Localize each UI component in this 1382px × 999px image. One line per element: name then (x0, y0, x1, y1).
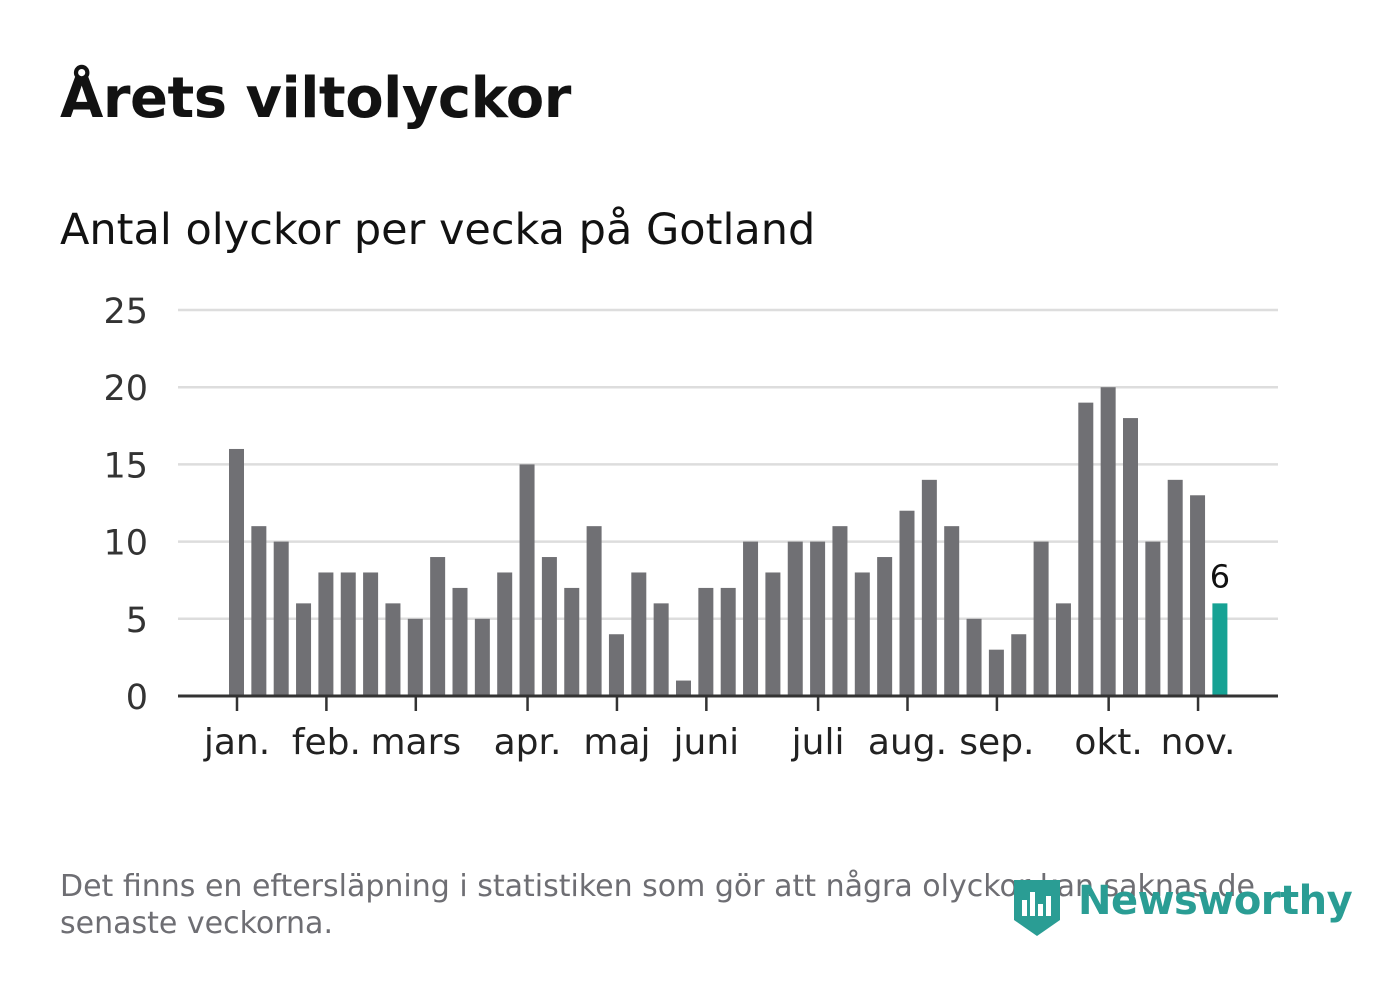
bar (899, 510, 915, 696)
bar (340, 572, 356, 696)
labels: 0 5 10 15 20 25 6 jan. feb. mars apr. maj juni juli au… (103, 292, 1235, 763)
x-axis (178, 694, 1278, 711)
bar (608, 634, 624, 696)
bar (1055, 603, 1071, 696)
y-tick-label: 20 (103, 369, 148, 409)
bar (676, 680, 691, 696)
bar (452, 587, 468, 696)
bar-highlight (1212, 603, 1228, 696)
x-tick-label: nov. (1161, 722, 1236, 763)
bar (474, 618, 490, 696)
bar (1123, 418, 1138, 696)
bar (698, 587, 714, 696)
bar (720, 587, 736, 696)
bar (1011, 634, 1027, 696)
bar (1145, 541, 1161, 696)
x-tick-label: feb. (292, 722, 361, 763)
bar (363, 572, 379, 696)
chart-title: Årets viltolyckor (60, 66, 571, 131)
y-tick-label: 10 (103, 524, 148, 564)
y-tick-label: 5 (126, 601, 148, 641)
brand-name: Newsworthy (1078, 878, 1353, 924)
bar (229, 448, 244, 696)
bar (988, 649, 1004, 696)
bar (519, 464, 535, 696)
chart-subtitle: Antal olyckor per vecka på Gotland (60, 205, 816, 255)
bar (564, 587, 580, 696)
y-tick-label: 15 (103, 446, 148, 486)
bar (251, 526, 267, 696)
x-tick-label: juni (673, 722, 740, 763)
newsworthy-logo[interactable]: Newsworthy (1010, 876, 1353, 940)
x-tick-label: aug. (868, 722, 947, 763)
bar (1078, 402, 1094, 696)
bar (877, 557, 893, 696)
bar (407, 618, 423, 696)
bar (541, 557, 557, 696)
bar (1033, 541, 1049, 696)
x-tick-label: okt. (1074, 722, 1142, 763)
bars (229, 387, 1228, 696)
x-tick-label: jan. (203, 722, 270, 763)
bar (810, 541, 826, 696)
bar (296, 603, 312, 696)
bar (1190, 495, 1206, 696)
x-tick-label: mars (370, 722, 461, 763)
bar (430, 557, 446, 696)
x-tick-label: sep. (959, 722, 1034, 763)
x-tick-label: maj (583, 722, 650, 763)
bar (631, 572, 647, 696)
bar (944, 526, 960, 696)
bar (385, 603, 401, 696)
bar (1167, 479, 1183, 696)
bar (765, 572, 781, 696)
newsworthy-logo-icon (1014, 880, 1060, 936)
bar (653, 603, 669, 696)
bar (787, 541, 803, 696)
bar (1100, 387, 1116, 696)
bar (854, 572, 870, 696)
bar (273, 541, 289, 696)
y-tick-label: 25 (103, 292, 148, 332)
bar (497, 572, 513, 696)
bar (586, 526, 602, 696)
x-tick-label: apr. (494, 722, 562, 763)
bar-value-label: 6 (1210, 557, 1230, 595)
bar-chart: 0 5 10 15 20 25 6 jan. feb. mars apr. maj juni juli au… (103, 292, 1278, 763)
bar (743, 541, 759, 696)
bar (832, 526, 848, 696)
bar (966, 618, 982, 696)
y-tick-label: 0 (126, 678, 148, 718)
x-tick-label: juli (791, 722, 845, 763)
bar (318, 572, 334, 696)
bar (921, 479, 937, 696)
